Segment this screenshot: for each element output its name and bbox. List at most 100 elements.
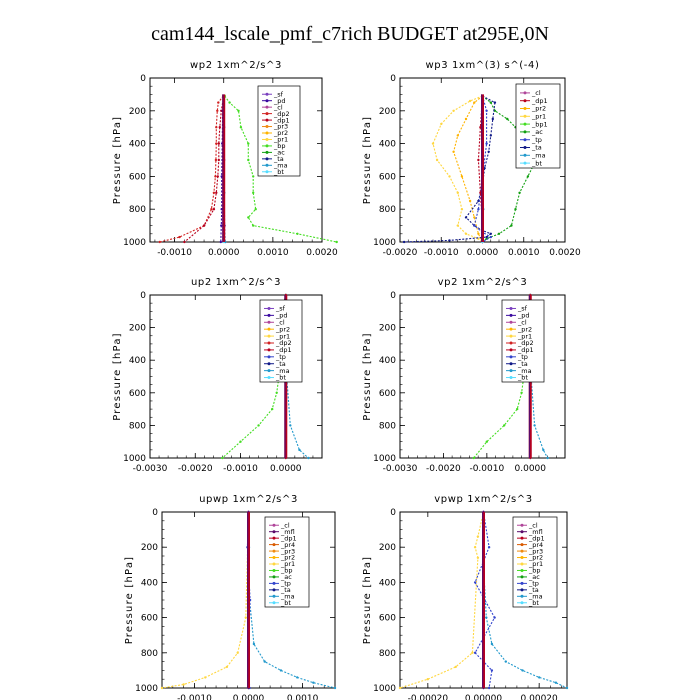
legend-entry: _bp (273, 142, 286, 150)
data-point-tp (485, 109, 488, 113)
legend-entry: _pr2 (528, 554, 543, 562)
legend-marker (520, 601, 524, 605)
y-tick-label: 400 (379, 140, 396, 150)
legend-marker (520, 581, 524, 585)
legend-entry: _pr4 (528, 541, 543, 549)
legend-entry: _mfl (280, 528, 295, 536)
data-point-ma (296, 676, 299, 679)
y-tick-label: 200 (129, 324, 146, 334)
legend-marker (265, 92, 269, 96)
legend-entry: _pr3 (273, 123, 288, 131)
y-tick-label: 200 (379, 324, 396, 334)
legend-marker (520, 575, 524, 579)
data-point-pr1 (456, 191, 459, 194)
series-line-pr2 (453, 95, 483, 243)
data-point-ta (489, 232, 492, 235)
legend-entry: _ac (280, 573, 292, 581)
data-point-tp (490, 669, 494, 672)
data-point-ta (448, 239, 451, 242)
data-point-ta (402, 240, 406, 244)
y-axis-label: Pressure [hPa] (112, 332, 123, 421)
panels-group: wp2 1xm^2/s^3 Pressure [hPa] 0 200 400 600 800… (112, 60, 581, 700)
panel-2: wp3 1xm^(3) s^(-4) Pressure [hPa] 0 200 400 6… (362, 60, 581, 258)
legend-entry: _pr1 (273, 136, 288, 144)
data-point-ac (526, 175, 530, 178)
legend-marker (267, 313, 271, 317)
y-tick-label: 1000 (373, 684, 396, 694)
y-tick-label: 1000 (135, 684, 158, 694)
legend-entry: _tp (531, 136, 542, 144)
data-point-bp (485, 440, 488, 443)
legend-entry: _bt (528, 599, 539, 607)
data-point-dp1 (477, 158, 480, 162)
legend-entry: _tp (275, 353, 286, 361)
series-line-ma (529, 295, 549, 459)
data-point-ac (510, 224, 513, 227)
data-point-pr1 (454, 665, 457, 669)
legend-entry: _dp1 (517, 346, 534, 354)
legend-marker (520, 568, 524, 572)
data-point-dp1 (183, 240, 186, 244)
data-point-ta (489, 134, 492, 137)
legend-marker (265, 150, 269, 154)
y-tick-label: 600 (129, 172, 146, 182)
y-tick-label: 1000 (123, 454, 146, 464)
legend-marker (509, 313, 513, 317)
legend-marker (520, 556, 524, 560)
data-point-pr1 (440, 122, 443, 126)
data-point-bp (296, 232, 299, 235)
legend-entry: _ac (531, 128, 543, 136)
legend-entry: _cl (275, 318, 285, 326)
legend-entry: _dp1 (528, 534, 545, 542)
x-tick-label: 0.0020 (306, 248, 338, 258)
legend-marker (267, 320, 271, 324)
legend-marker (272, 581, 276, 585)
data-point-pr1 (452, 109, 455, 113)
data-point-dp2 (214, 158, 218, 162)
data-point-pr1 (476, 535, 480, 538)
data-point-dp1 (217, 158, 220, 162)
legend-marker (265, 105, 269, 109)
y-tick-label: 1000 (373, 238, 396, 248)
data-point-ac (518, 191, 521, 194)
data-point-ma (289, 424, 292, 427)
legend-marker (523, 146, 527, 149)
legend-marker (509, 327, 513, 331)
x-tick-label: 0.0000 (467, 248, 499, 258)
data-point-ma (565, 686, 569, 690)
series-line-pr1 (161, 511, 250, 689)
legend-marker (509, 355, 513, 359)
x-tick-label: -0.0020 (426, 464, 461, 474)
data-point-bp (247, 216, 250, 219)
data-point-tp (485, 142, 488, 145)
y-tick-label: 1000 (373, 454, 396, 464)
data-point-tp (489, 235, 492, 239)
legend-marker (523, 130, 527, 134)
data-point-dp2 (158, 240, 161, 244)
legend-marker (267, 334, 271, 338)
legend-marker (265, 118, 269, 122)
legend-marker (520, 588, 524, 592)
panel-title: wp2 1xm^2/s^3 (190, 60, 282, 71)
legend-marker (265, 131, 269, 135)
data-point-pr1 (473, 546, 477, 549)
legend-entry: _ma (531, 152, 546, 160)
legend-marker (523, 138, 527, 142)
x-tick-label: 0.0010 (287, 694, 319, 700)
x-tick-label: -0.0030 (383, 464, 418, 474)
legend-marker (520, 594, 524, 598)
data-point-bp (239, 126, 243, 129)
data-point-dp1 (202, 224, 206, 227)
data-point-bp (247, 158, 250, 162)
legend-entry: _mfl (528, 528, 543, 536)
legend-marker (265, 170, 269, 174)
y-tick-label: 200 (141, 543, 158, 553)
legend-entry: _dp1 (275, 346, 292, 354)
legend-marker (520, 530, 524, 534)
data-point-ta (464, 216, 468, 219)
y-tick-label: 600 (141, 614, 158, 624)
data-point-ma (542, 448, 545, 452)
data-point-pr1 (160, 686, 164, 690)
data-point-ta (487, 150, 490, 153)
